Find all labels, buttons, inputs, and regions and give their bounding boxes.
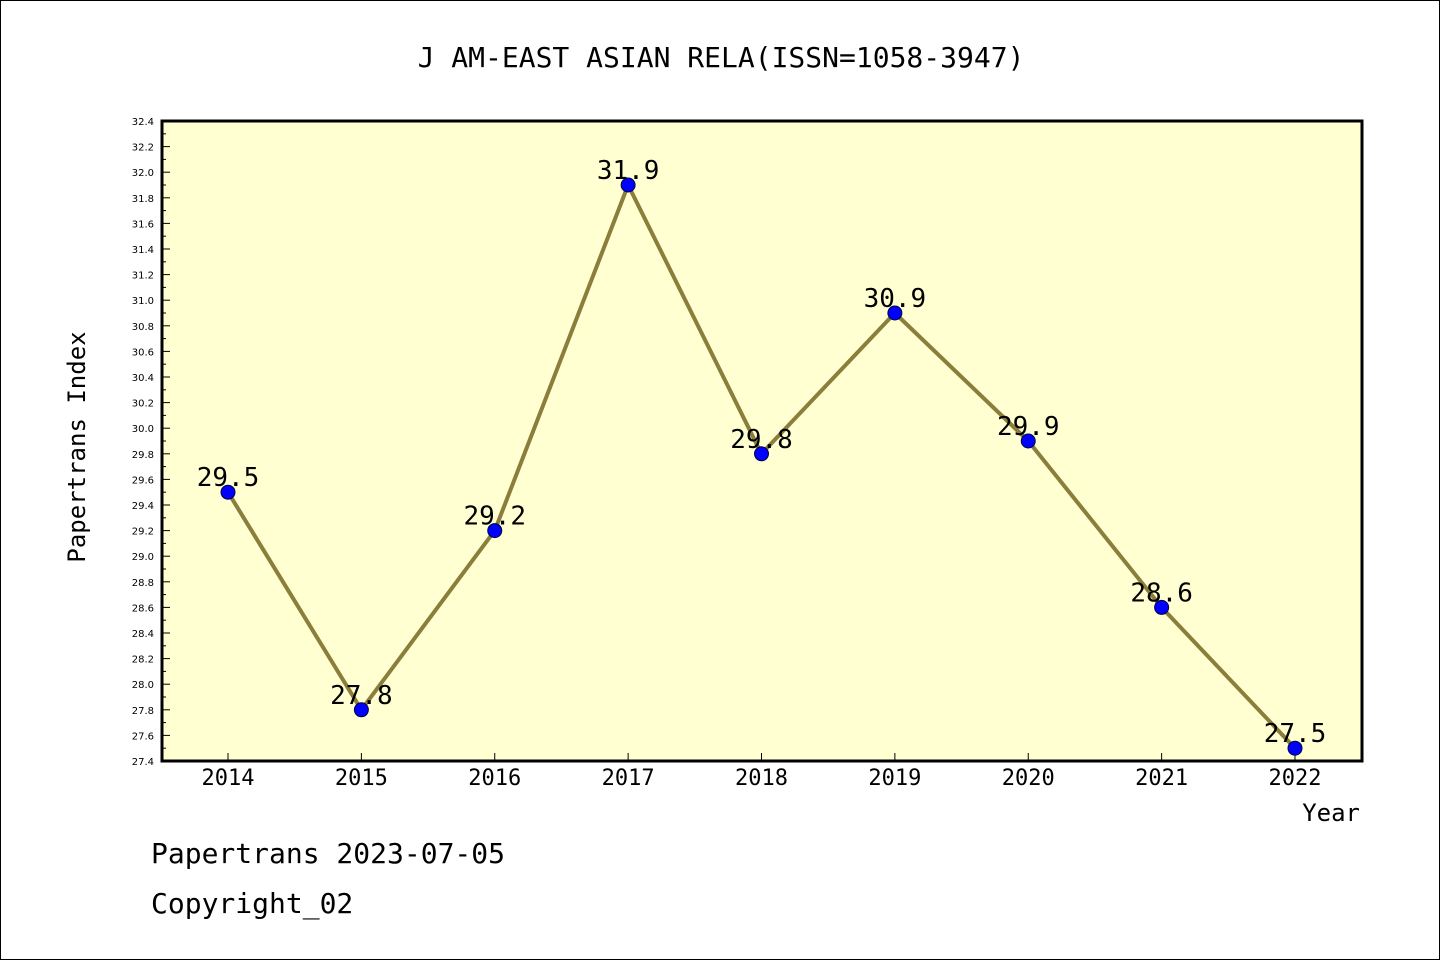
series-layer: 29.5 27.8 29.2 31.9 29.8 30.9 29.9 28.6 27.5 — [197, 156, 1327, 756]
data-point — [1154, 599, 1170, 615]
data-point — [754, 446, 769, 462]
data-point — [487, 523, 503, 539]
y-tick-label: 31.4 — [132, 245, 154, 256]
data-label: 29.9 — [997, 412, 1060, 442]
y-tick-label: 27.6 — [132, 731, 154, 742]
plot-area — [162, 121, 1362, 761]
y-axis-label: Papertrans Index — [63, 331, 91, 562]
y-tick-label: 32.2 — [132, 143, 154, 154]
data-point — [1287, 740, 1303, 756]
data-label: 29.2 — [463, 502, 526, 532]
y-tick-label: 27.4 — [132, 757, 154, 768]
data-point — [887, 305, 903, 321]
y-tick-label: 27.8 — [132, 706, 154, 717]
y-tick-label: 31.6 — [132, 219, 154, 230]
x-tick-label: 2015 — [335, 766, 388, 791]
y-tick-label: 28.2 — [132, 655, 154, 666]
y-tick-label: 29.0 — [132, 552, 154, 563]
x-tick-label: 2016 — [468, 766, 521, 791]
footer-copyright-text: Copyright_02 — [151, 887, 354, 920]
data-label: 29.8 — [730, 425, 793, 455]
data-label: 31.9 — [597, 156, 660, 186]
x-tick-label: 2019 — [868, 766, 921, 791]
chart-title: J AM-EAST ASIAN RELA(ISSN=1058-3947) — [418, 41, 1025, 74]
data-label: 27.5 — [1264, 719, 1327, 749]
x-axis: 2014 2015 2016 2017 2018 2019 2020 2021 2022 — [202, 753, 1322, 791]
y-tick-label: 30.6 — [132, 347, 154, 358]
x-tick-label: 2022 — [1269, 766, 1322, 791]
data-point — [220, 484, 236, 500]
y-tick-label: 31.0 — [132, 296, 154, 307]
y-tick-label: 30.2 — [132, 399, 154, 410]
plot-frame — [160, 119, 1364, 763]
y-tick-label: 32.0 — [132, 168, 154, 179]
x-tick-label: 2014 — [202, 766, 255, 791]
x-tick-label: 2020 — [1002, 766, 1055, 791]
footer-date-text: Papertrans 2023-07-05 — [151, 837, 506, 870]
y-tick-label: 29.6 — [132, 475, 154, 486]
data-label: 29.5 — [197, 463, 260, 493]
data-point — [1020, 433, 1036, 449]
y-tick-label: 31.2 — [132, 271, 154, 282]
y-tick-label: 28.6 — [132, 603, 154, 614]
y-tick-label: 30.4 — [132, 373, 154, 384]
y-tick-label: 31.8 — [132, 194, 154, 205]
y-tick-label: 30.0 — [132, 424, 154, 435]
data-label: 28.6 — [1130, 578, 1193, 608]
data-point — [353, 702, 369, 718]
y-tick-label: 28.8 — [132, 578, 154, 589]
data-point — [620, 177, 636, 193]
y-tick-label: 28.4 — [132, 629, 154, 640]
y-tick-label: 29.4 — [132, 501, 154, 512]
x-tick-label: 2018 — [735, 766, 788, 791]
data-label: 27.8 — [330, 681, 393, 711]
y-tick-label: 29.2 — [132, 527, 154, 538]
y-tick-label: 32.4 — [132, 117, 154, 128]
y-tick-label: 28.0 — [132, 680, 154, 691]
x-tick-label: 2021 — [1135, 766, 1188, 791]
y-tick-label: 29.8 — [132, 450, 154, 461]
x-axis-label: Year — [1302, 799, 1360, 827]
y-tick-label: 30.8 — [132, 322, 154, 333]
x-tick-label: 2017 — [602, 766, 655, 791]
data-label: 30.9 — [864, 284, 927, 314]
